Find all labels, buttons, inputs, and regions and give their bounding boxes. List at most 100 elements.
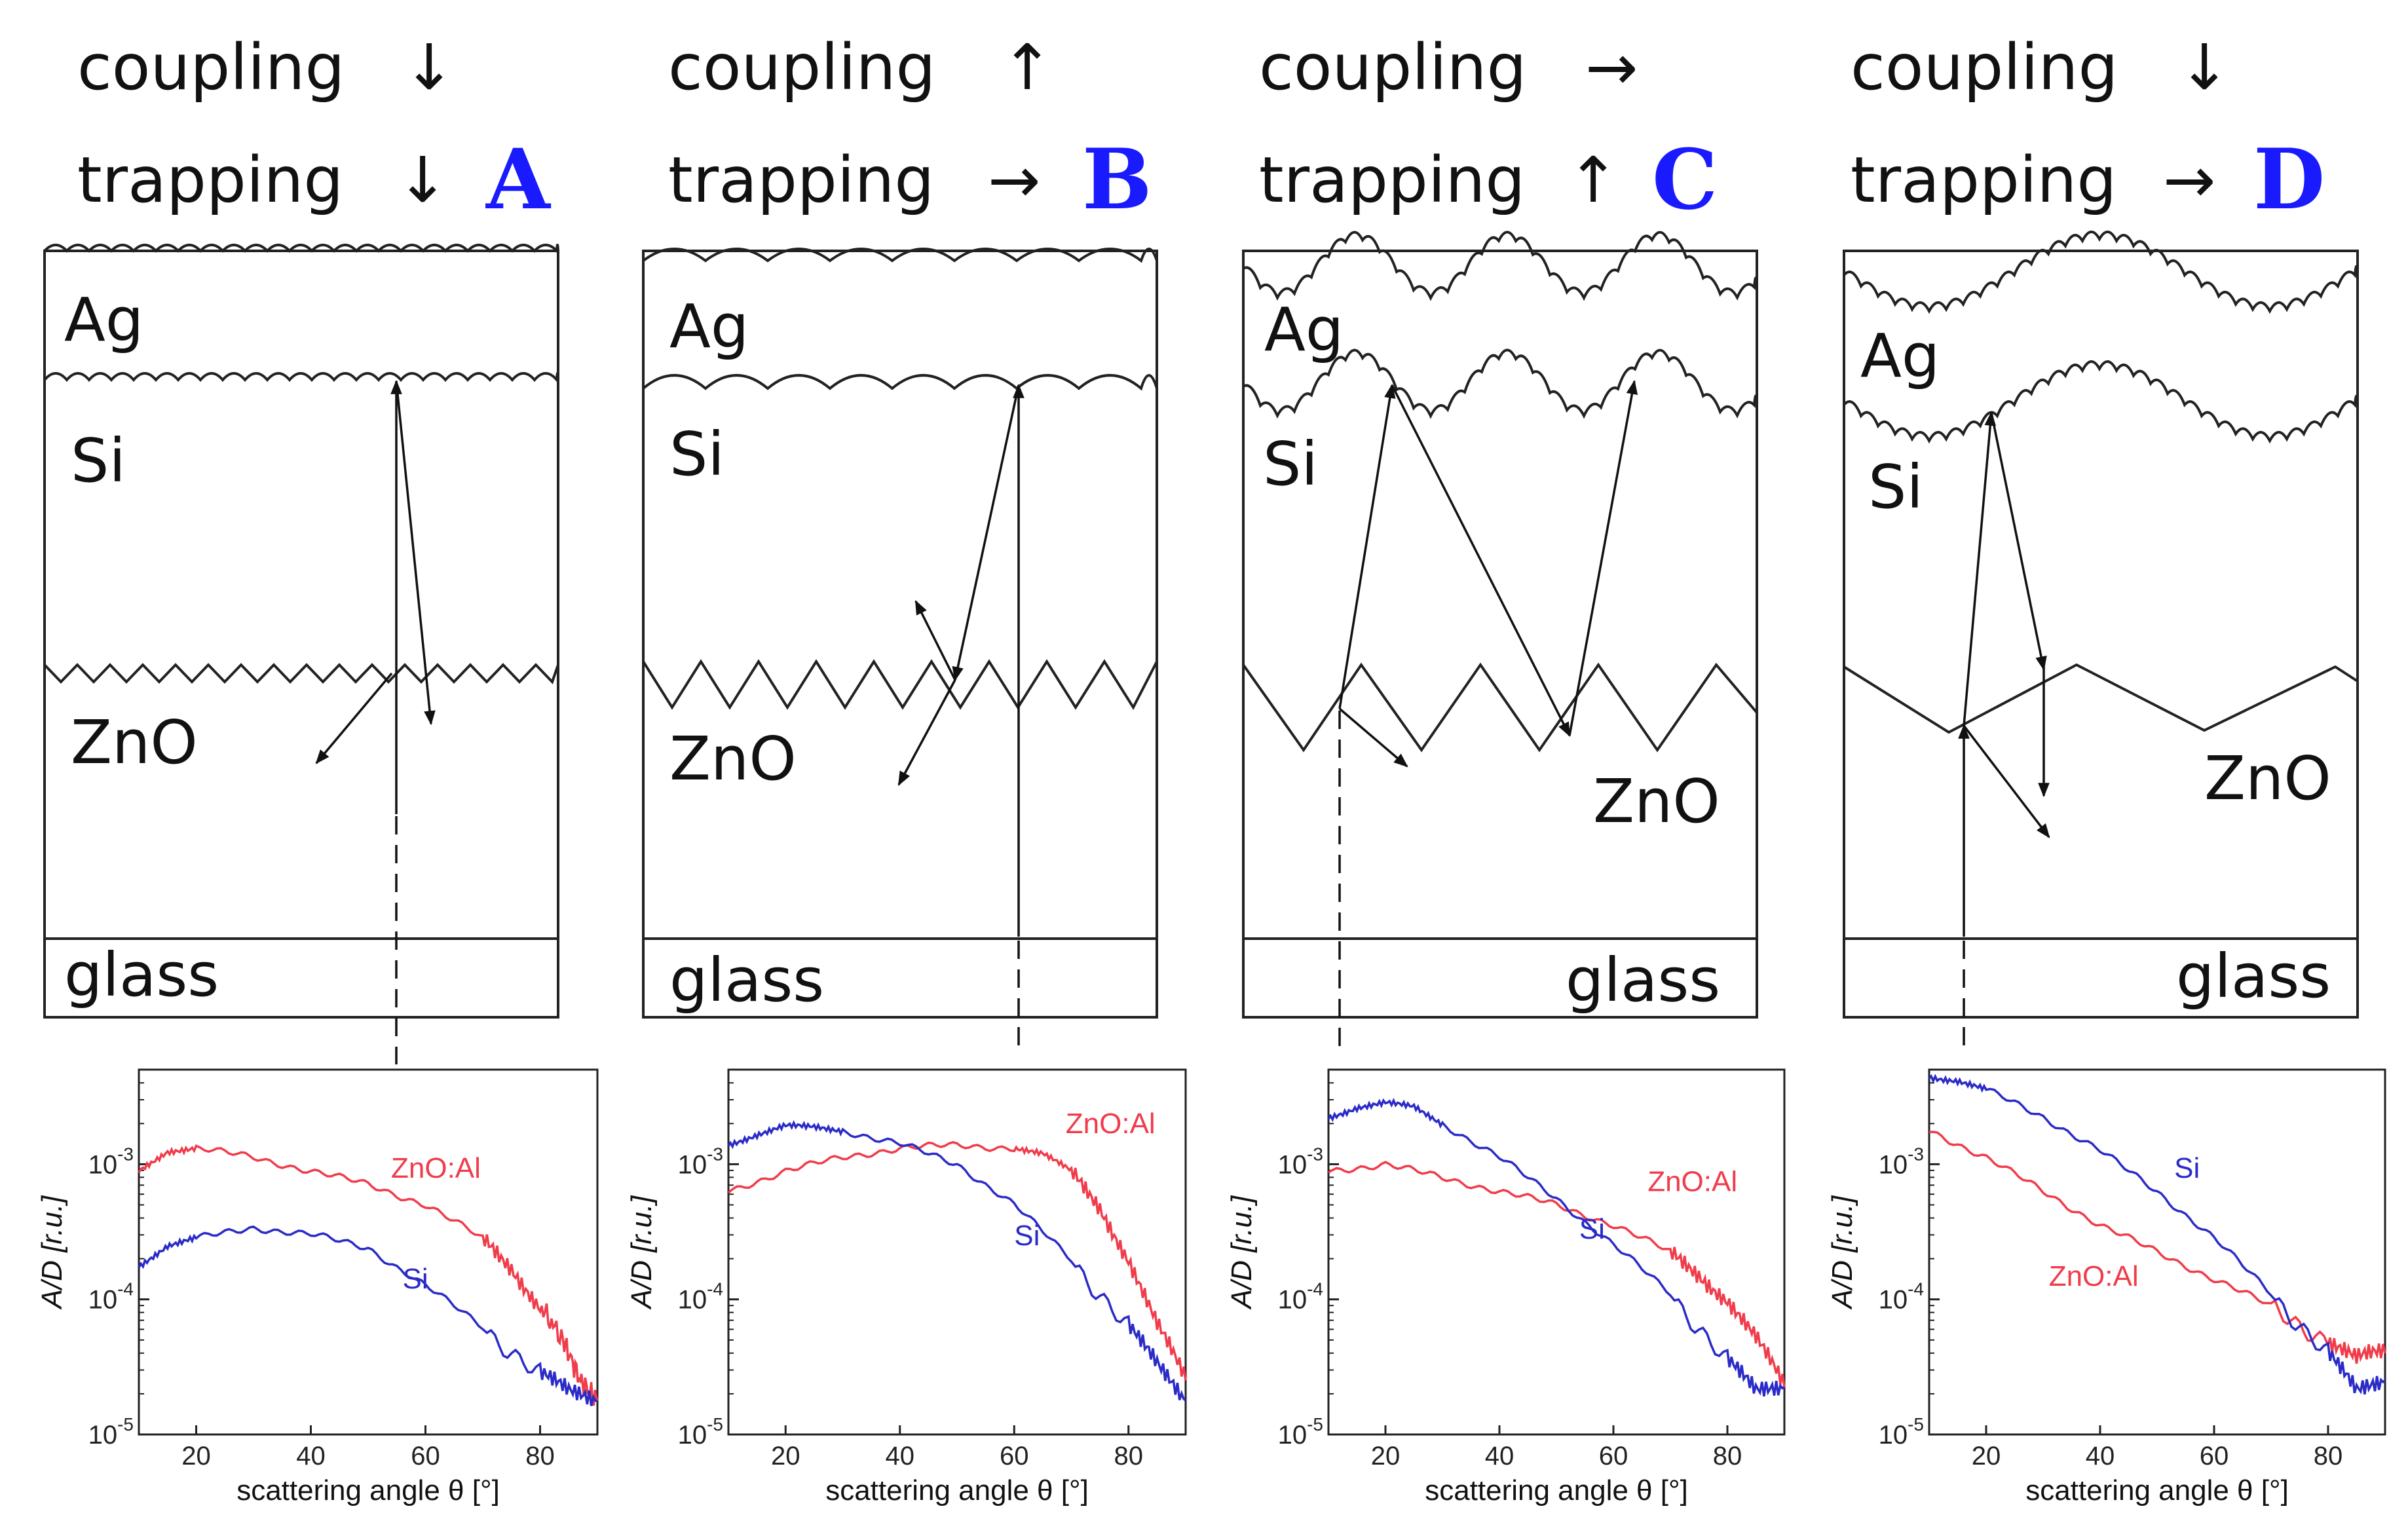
panel-a: coupling ↓ trapping ↓ A Ag Si ZnO glass …: [36, 31, 599, 1507]
series-line-znoal: [138, 1144, 599, 1406]
series-label: ZnO:Al: [2049, 1260, 2139, 1292]
scattered-ray: [1338, 707, 1408, 768]
ag-si-interface: [1242, 348, 1758, 419]
y-tick-label: 10-4: [1278, 1279, 1323, 1315]
layer-stack: [43, 244, 559, 1019]
series-label: Si: [1014, 1220, 1040, 1252]
y-axis-label: A/D [r.u.]: [1226, 1195, 1258, 1311]
layer-label-ag: Ag: [669, 291, 749, 362]
x-tick-label: 20: [1972, 1442, 2001, 1470]
coupling-arrow: ↓: [403, 31, 455, 104]
layer-label-si: Si: [1263, 429, 1318, 499]
layer-label-ag: Ag: [64, 285, 143, 355]
reflected-ray: [1391, 384, 1571, 737]
layer-label-zno: ZnO: [669, 724, 797, 794]
panel-c: coupling → trapping ↑ C Ag Si ZnO glass …: [1226, 31, 1786, 1507]
series-label: Si: [403, 1263, 428, 1295]
series-line-si: [1928, 1074, 2386, 1395]
plot-frame: [1928, 1068, 2386, 1436]
y-tick-label: 10-5: [678, 1414, 723, 1450]
trapping-label: trapping: [668, 143, 934, 217]
layer-label-ag: Ag: [1264, 295, 1344, 365]
x-tick-label: 60: [411, 1442, 440, 1470]
x-tick-label: 40: [1485, 1442, 1514, 1470]
scattered-ray-up: [914, 600, 956, 681]
series-label: ZnO:Al: [1066, 1108, 1156, 1140]
x-axis-label: scattering angle θ [°]: [2025, 1474, 2289, 1507]
coupling-label: coupling: [77, 31, 345, 104]
y-tick-label: 10-3: [1879, 1144, 1924, 1179]
reflected-ray: [1990, 412, 2047, 671]
ag-top-interface: [1242, 231, 1758, 301]
layer-stack: [1843, 231, 2359, 1019]
stack-frame: [43, 250, 559, 1019]
y-tick-label: 10-5: [88, 1414, 134, 1450]
series-line-si: [138, 1225, 598, 1406]
series-label: ZnO:Al: [1647, 1166, 1737, 1198]
svg-text:trapping ↓: trapping ↓: [77, 143, 449, 217]
reflected-ray: [395, 381, 436, 726]
chart-d: 20 40 60 80 10-3 10-4 10-5 scattering angle θ […: [1826, 1068, 2386, 1507]
trapping-label: trapping: [1851, 143, 2116, 217]
chart-c: 20 40 60 80 10-3 10-4 10-5 scattering angle θ […: [1226, 1068, 1786, 1507]
x-tick-label: 40: [296, 1442, 326, 1470]
ag-top-interface: [43, 244, 559, 254]
panel-b: coupling ↑ trapping → B Ag Si ZnO glass …: [626, 31, 1187, 1507]
layer-label-glass: glass: [1566, 945, 1720, 1015]
series-line-si: [727, 1119, 1187, 1402]
series-label: Si: [2174, 1152, 2200, 1184]
x-tick-label: 80: [1713, 1442, 1742, 1470]
layer-label-glass: glass: [669, 945, 824, 1015]
x-tick-label: 20: [1371, 1442, 1401, 1470]
x-tick-label: 80: [2314, 1442, 2343, 1470]
panel-tag: B: [1082, 131, 1152, 228]
light-rays: [897, 383, 1025, 1056]
series-line-znoal: [1928, 1131, 2386, 1364]
series-line-znoal: [1328, 1161, 1786, 1388]
svg-text:coupling ↑: coupling ↑: [668, 31, 1053, 104]
y-tick-label: 10-4: [1879, 1279, 1924, 1315]
trapping-label: trapping: [77, 143, 343, 217]
coupling-arrow: ↓: [2178, 31, 2230, 104]
x-axis-label: scattering angle θ [°]: [236, 1474, 500, 1507]
y-tick-label: 10-4: [88, 1279, 134, 1315]
svg-text:trapping →: trapping →: [668, 143, 1040, 217]
ag-si-interface: [43, 372, 559, 384]
ag-si-interface: [642, 374, 1158, 391]
x-tick-label: 40: [886, 1442, 915, 1470]
panel-tag: C: [1652, 131, 1718, 228]
coupling-arrow: ↑: [1001, 31, 1053, 104]
plot-frame: [727, 1068, 1187, 1436]
layer-label-zno: ZnO: [2204, 743, 2331, 814]
series-label: Si: [1579, 1213, 1605, 1245]
layer-stack: [642, 248, 1158, 1019]
y-tick-label: 10-3: [1278, 1144, 1323, 1179]
y-tick-label: 10-5: [1879, 1414, 1924, 1450]
scattered-ray-down: [897, 679, 956, 786]
coupling-arrow: →: [1585, 31, 1638, 104]
svg-text:coupling ↓: coupling ↓: [1851, 31, 2230, 104]
svg-text:coupling →: coupling →: [1259, 31, 1638, 104]
stack-frame: [1242, 250, 1758, 1019]
coupling-label: coupling: [1851, 31, 2118, 104]
layer-label-si: Si: [71, 426, 126, 496]
svg-text:coupling ↓: coupling ↓: [77, 31, 455, 104]
refracted-ray: [1963, 411, 1997, 726]
ag-si-interface: [1843, 360, 2359, 444]
layer-label-glass: glass: [64, 940, 219, 1010]
layer-label-glass: glass: [2176, 941, 2331, 1011]
panel-d: coupling ↓ trapping → D Ag Si ZnO glass: [1826, 31, 2386, 1507]
layer-label-zno: ZnO: [1593, 766, 1720, 836]
x-axis-label: scattering angle θ [°]: [1425, 1474, 1688, 1507]
x-tick-label: 20: [771, 1442, 800, 1470]
coupling-label: coupling: [1259, 31, 1526, 104]
x-tick-label: 80: [1114, 1442, 1144, 1470]
si-zno-interface: [43, 663, 559, 684]
series-line-znoal: [727, 1140, 1187, 1381]
x-axis-label: scattering angle θ [°]: [825, 1474, 1089, 1507]
si-zno-interface: [642, 659, 1158, 711]
panel-tag: D: [2253, 131, 2325, 228]
layer-label-zno: ZnO: [71, 707, 198, 777]
plot-frame: [138, 1068, 599, 1436]
